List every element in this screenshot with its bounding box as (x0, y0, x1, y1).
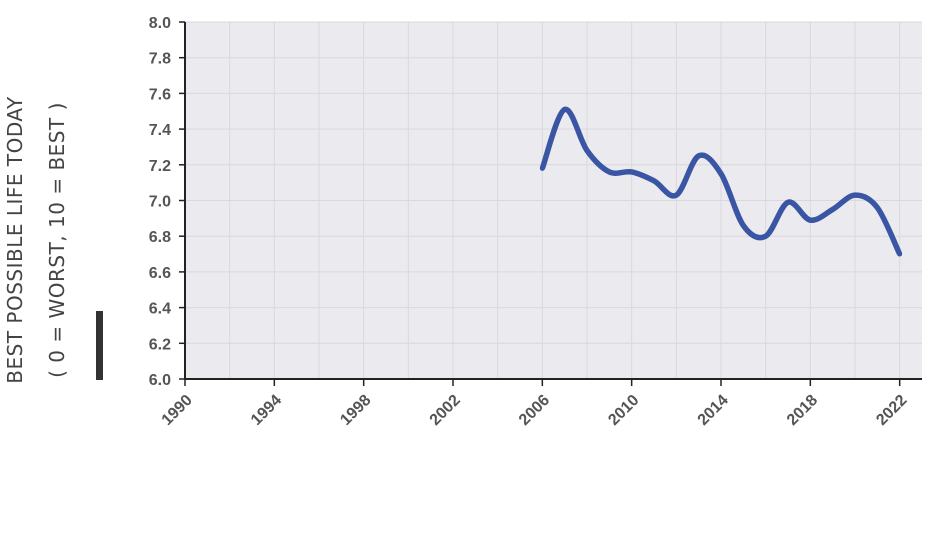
y-tick-label: 6.8 (149, 229, 171, 246)
y-tick-label: 7.2 (149, 158, 171, 175)
data-point (897, 251, 903, 257)
x-tick-label: 1990 (159, 392, 196, 429)
x-tick-label: 2014 (695, 392, 732, 429)
y-axis-title-line2: ( 0 = WORST, 10 = BEST ) (45, 102, 69, 378)
x-tick-label: 2006 (516, 392, 553, 429)
data-point (785, 199, 791, 205)
data-point (696, 153, 702, 159)
x-tick-label: 2022 (873, 392, 910, 429)
data-point (539, 165, 545, 171)
data-point (718, 171, 724, 177)
data-point (852, 192, 858, 198)
data-point (763, 233, 769, 239)
data-point (673, 192, 679, 198)
y-tick-label: 7.6 (149, 86, 171, 103)
grid (184, 21, 922, 380)
data-point (562, 106, 568, 112)
data-point (740, 222, 746, 228)
series-layer (539, 106, 903, 257)
x-tick-label: 2002 (427, 392, 464, 429)
data-point (584, 148, 590, 154)
legend-marker-bar (96, 311, 103, 380)
x-tick-label: 2010 (605, 392, 642, 429)
data-point (874, 205, 880, 211)
y-tick-label: 7.4 (149, 122, 171, 139)
x-tick-label: 2018 (784, 392, 821, 429)
y-tick-label: 8.0 (149, 15, 171, 32)
data-point (651, 178, 657, 184)
y-axis-title-line1: BEST POSSIBLE LIFE TODAY (3, 96, 27, 384)
x-tick-label: 1994 (248, 392, 285, 429)
data-point (807, 217, 813, 223)
data-point (629, 169, 635, 175)
data-point (606, 169, 612, 175)
y-tick-label: 6.4 (149, 301, 171, 318)
data-point (830, 206, 836, 212)
y-tick-label: 7.0 (149, 194, 171, 211)
y-tick-label: 7.8 (149, 51, 171, 68)
y-tick-label: 6.6 (149, 265, 171, 282)
y-tick-label: 6.2 (149, 336, 171, 353)
y-tick-label: 6.0 (149, 372, 171, 389)
x-tick-label: 1998 (337, 392, 374, 429)
